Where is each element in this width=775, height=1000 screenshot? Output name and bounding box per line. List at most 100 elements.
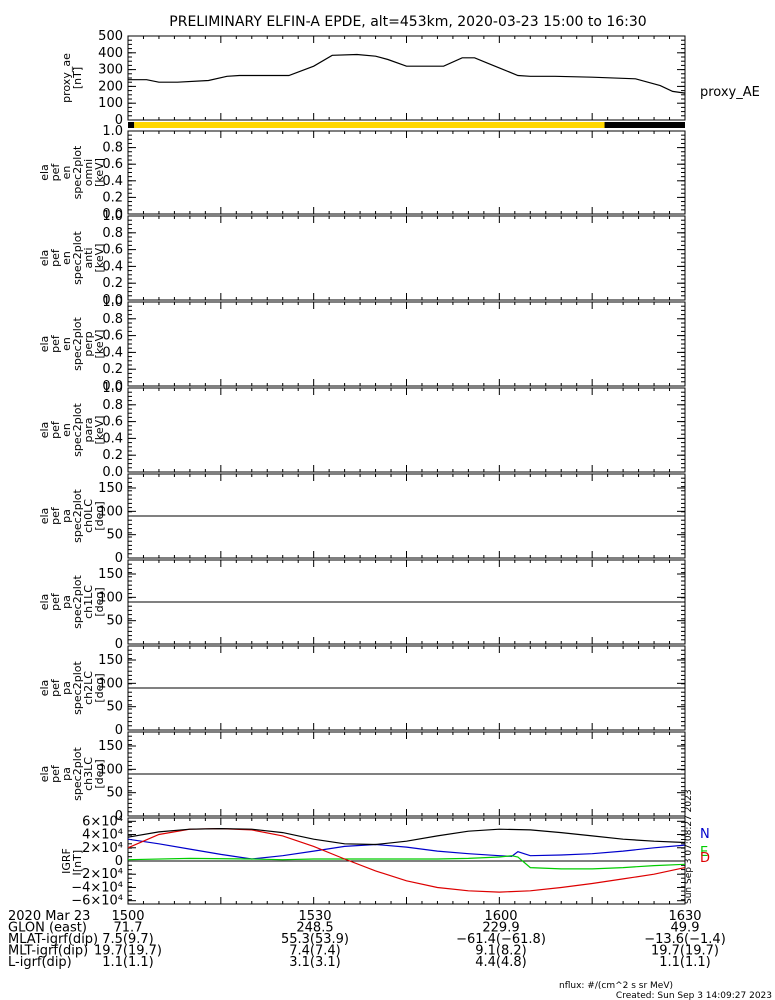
y-axis-label: pa xyxy=(60,595,73,609)
y-axis-label: en xyxy=(60,166,73,180)
y-axis-label: proxy_ae xyxy=(60,53,73,103)
y-tick-label: 0.2 xyxy=(102,362,123,377)
footer-value: 4.4(4.8) xyxy=(475,955,527,970)
footer-value: 49.9 xyxy=(671,921,700,936)
footer-value: 1.1(1.1) xyxy=(102,955,154,970)
legend-proxy-ae: proxy_AE xyxy=(700,85,760,100)
y-tick-label: 0.2 xyxy=(102,448,123,463)
legend-d: D xyxy=(700,851,710,866)
y-tick-label: 150 xyxy=(98,567,123,582)
y-tick-label: 0.2 xyxy=(102,190,123,205)
y-axis-label: en xyxy=(60,423,73,437)
y-tick-label: 1.0 xyxy=(102,381,123,396)
y-tick-label: 0.4 xyxy=(102,345,123,360)
y-tick-label: 0.0 xyxy=(102,207,123,222)
y-axis-label: pef xyxy=(49,764,62,783)
panel-frame xyxy=(127,215,686,301)
y-axis-label: perp xyxy=(82,331,95,356)
y-tick-label: 4×10⁴ xyxy=(82,828,123,843)
y-axis-label: ch1LC xyxy=(82,585,95,619)
panel-3: 0.0 0.2 0.40.6 0.8 1.0 elapefenspec2plotanti[… xyxy=(38,209,686,308)
panel-4: 0.0 0.2 0.40.6 0.8 1.0 elapefenspec2plotperp[… xyxy=(38,295,686,394)
y-tick-label: 0.0 xyxy=(102,379,123,394)
y-axis-label: ch2LC xyxy=(82,671,95,705)
y-axis-label: [nT] xyxy=(71,67,84,89)
y-axis-label: ela xyxy=(38,164,51,181)
y-axis-label: IGRF xyxy=(60,848,73,874)
panel-frame xyxy=(127,301,686,387)
y-axis-label: pef xyxy=(49,248,62,267)
y-tick-label: 0.8 xyxy=(102,398,123,413)
side-timestamp: Sun Sep 3 07:08:27 2023 xyxy=(684,789,694,904)
y-axis-label: anti xyxy=(82,247,95,268)
y-tick-label: 50 xyxy=(106,786,123,801)
footer-value: 3.1(3.1) xyxy=(289,955,341,970)
y-axis-label: spec2plot xyxy=(71,403,84,457)
series-line-total xyxy=(127,827,686,846)
panel-frame xyxy=(127,387,686,473)
panel-2: 0.0 0.20.4 0.60.8 1.0 elapefenspec2plotomni[… xyxy=(38,124,686,222)
y-axis-label: spec2plot xyxy=(71,575,84,629)
y-tick-label: 1.0 xyxy=(102,209,123,224)
footer-value: 1600 xyxy=(484,909,517,924)
footer-value: 1500 xyxy=(111,909,144,924)
y-tick-label: −2×10⁴ xyxy=(71,867,123,882)
y-axis-label: ela xyxy=(38,766,51,783)
y-axis-label: para xyxy=(82,418,95,443)
footer-value: 248.5 xyxy=(296,921,333,936)
y-tick-label: 0.4 xyxy=(102,174,123,189)
y-tick-label: 50 xyxy=(106,528,123,543)
y-tick-label: 150 xyxy=(98,739,123,754)
timebar-segment-black xyxy=(128,122,135,128)
series-line-proxy_ae xyxy=(128,53,686,94)
timebar-segment-black xyxy=(604,122,685,128)
y-axis-label: pef xyxy=(49,592,62,611)
series-line-n xyxy=(127,838,686,860)
footer-value: 1.1(1.1) xyxy=(659,955,711,970)
y-axis-label: [deg] xyxy=(93,501,106,530)
y-tick-label: 1.0 xyxy=(102,124,123,139)
y-tick-label: 0.8 xyxy=(102,226,123,241)
y-axis-label: ela xyxy=(38,594,51,611)
y-tick-label: 6×10⁴ xyxy=(82,814,123,829)
panels-group: 0100200300400500proxy_ae[nT]proxy_AE0.00… xyxy=(38,29,760,909)
figure-title: PRELIMINARY ELFIN-A EPDE, alt=453km, 202… xyxy=(169,14,646,30)
footer-value: 1530 xyxy=(298,909,331,924)
panel-5: 0.0 0.2 0.40.6 0.8 1.0 elapefenspec2plotpara[… xyxy=(38,381,686,480)
y-axis-label: ch3LC xyxy=(82,757,95,791)
y-axis-label: spec2plot xyxy=(71,145,84,199)
legend-n: N xyxy=(700,827,710,842)
y-tick-label: 1.0 xyxy=(102,295,123,310)
timebar-segment-yellow xyxy=(134,122,605,128)
y-axis-label: pef xyxy=(49,420,62,439)
y-tick-label: 100 xyxy=(98,96,123,111)
footer-value: 7.4(7.4) xyxy=(289,944,341,959)
created-timestamp: Created: Sun Sep 3 14:09:27 2023 xyxy=(616,991,772,1000)
y-axis-label: spec2plot xyxy=(71,317,84,371)
y-axis-label: [nT] xyxy=(71,850,84,872)
y-tick-label: 0.6 xyxy=(102,329,123,344)
y-axis-label: en xyxy=(60,337,73,351)
y-tick-label: −6×10⁴ xyxy=(71,894,123,909)
y-tick-label: 0.6 xyxy=(102,157,123,172)
y-tick-label: 50 xyxy=(106,700,123,715)
y-axis-label: pef xyxy=(49,163,62,182)
y-tick-label: 150 xyxy=(98,653,123,668)
panel-1 xyxy=(128,122,685,128)
series-line-d xyxy=(127,827,686,893)
y-axis-label: ela xyxy=(38,422,51,439)
y-axis-label: spec2plot xyxy=(71,661,84,715)
y-axis-label: spec2plot xyxy=(71,747,84,801)
footer-ephemeris: 2020 Mar 23 1500 1530 1600 1630 GLON (east) 71… xyxy=(8,909,772,1000)
y-tick-label: 0 xyxy=(115,723,123,738)
nflux-unit-note: nflux: #/(cm^2 s sr MeV) xyxy=(559,981,673,991)
y-tick-label: 0.0 xyxy=(102,293,123,308)
y-axis-label: ela xyxy=(38,680,51,697)
footer-value: 71.7 xyxy=(114,921,143,936)
y-axis-label: ela xyxy=(38,508,51,525)
